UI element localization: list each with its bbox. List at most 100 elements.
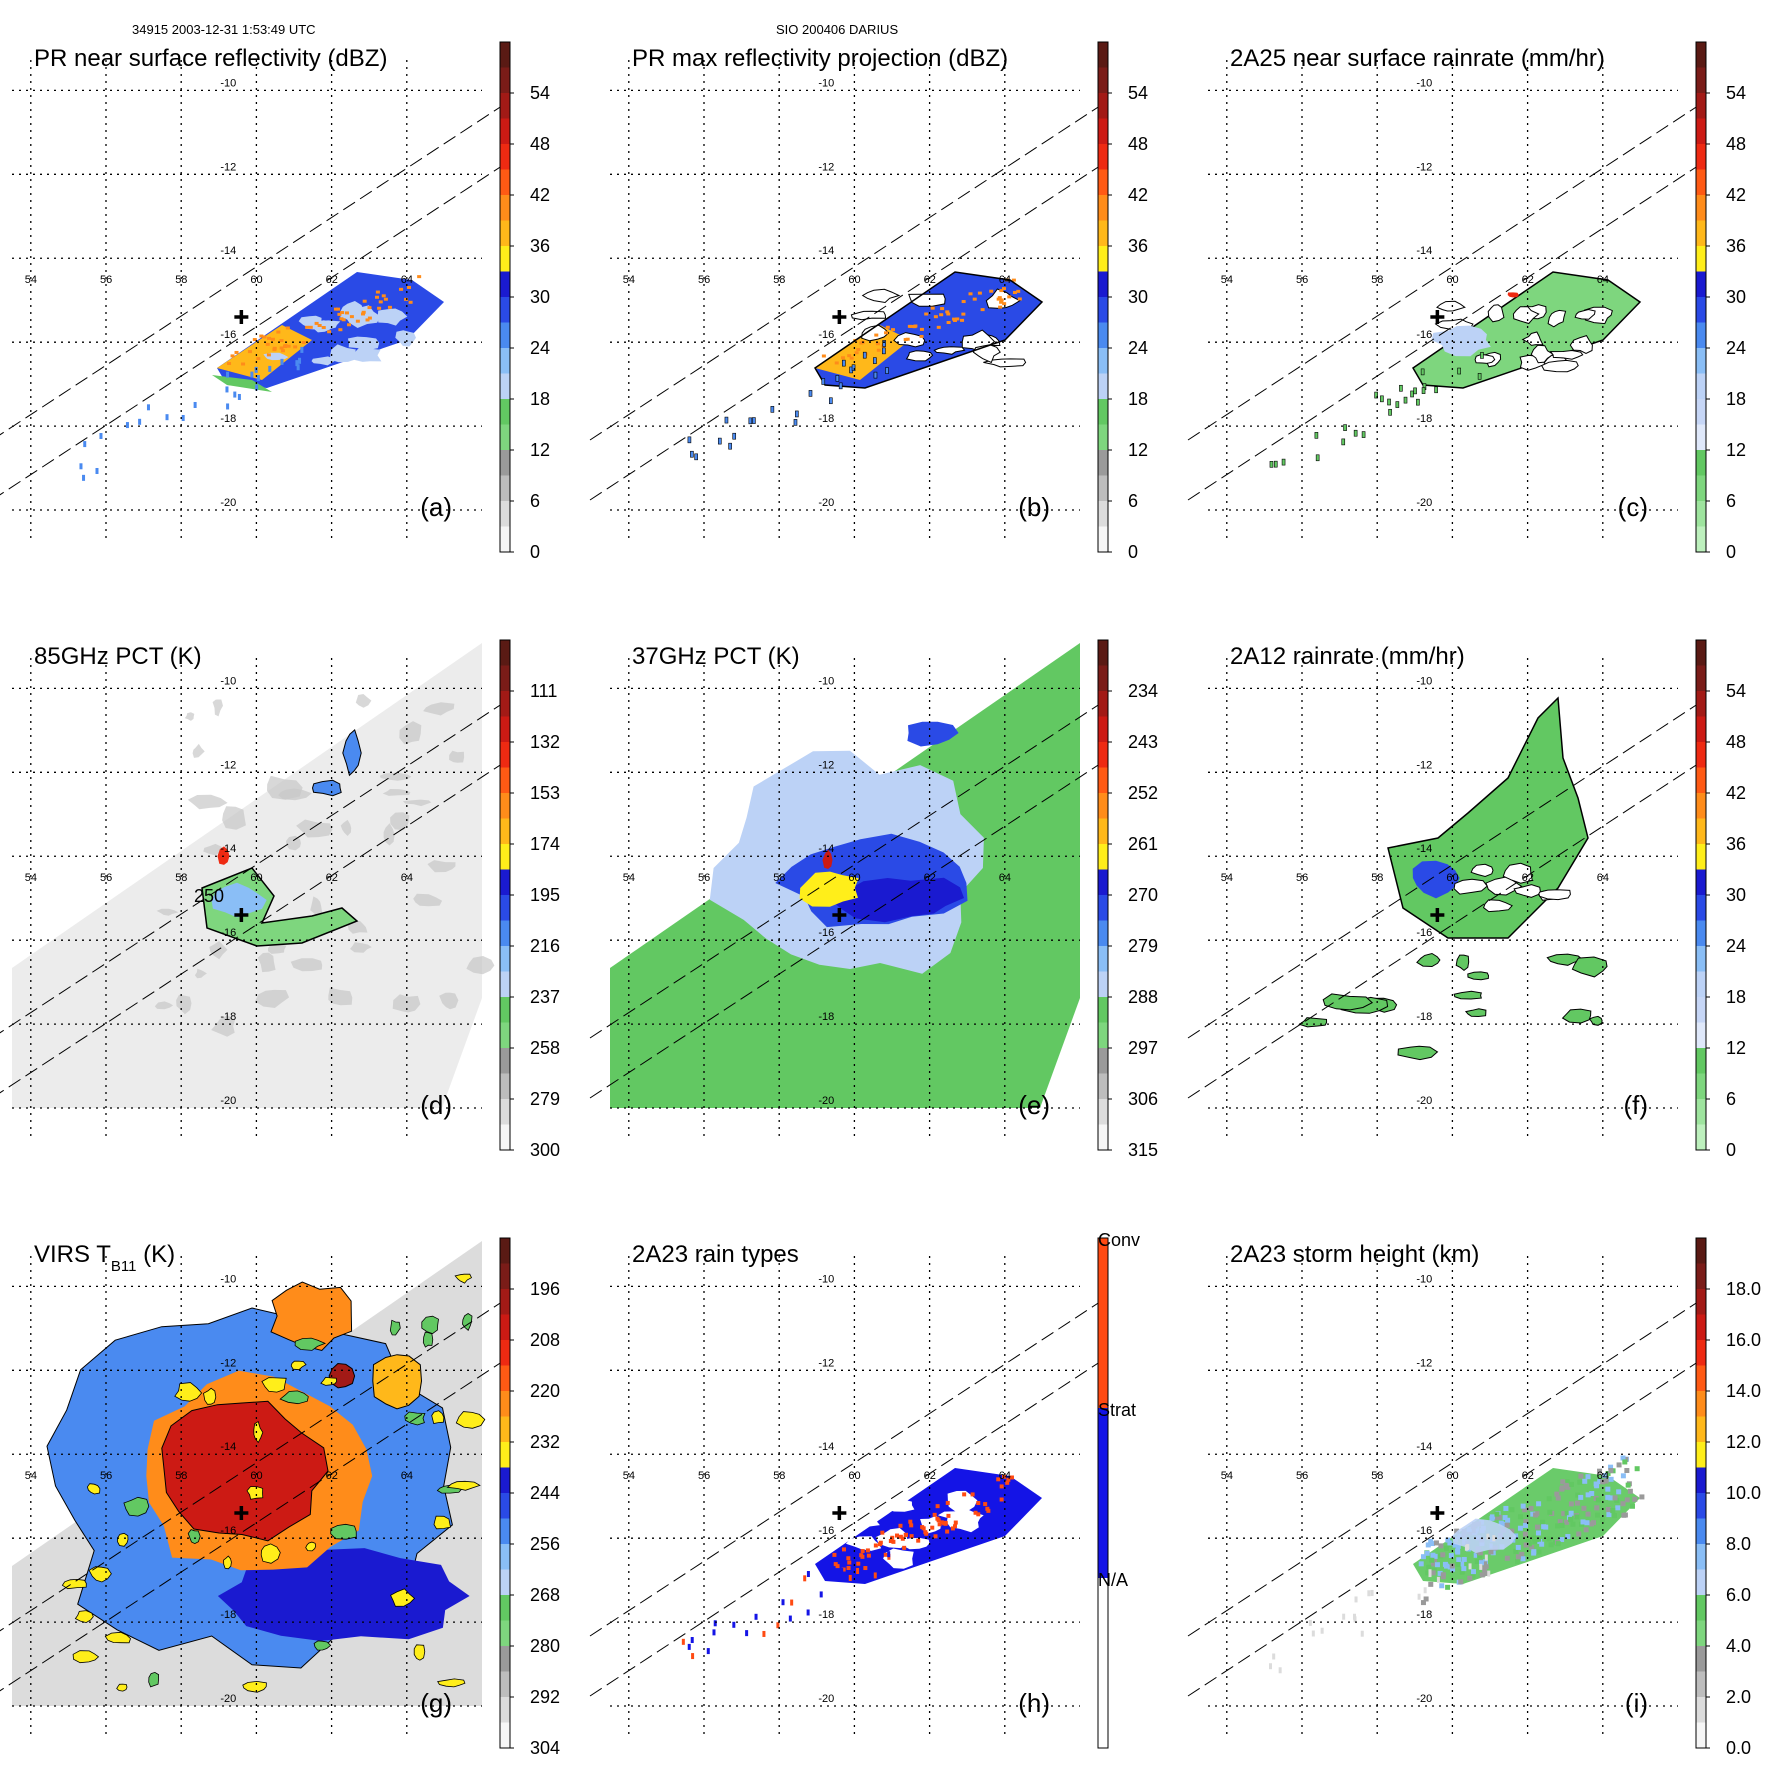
refl-pixel	[381, 294, 386, 298]
echo-speck	[1388, 408, 1392, 416]
colorbar-segment	[500, 640, 510, 666]
panel-title: 37GHz PCT (K)	[632, 643, 800, 670]
height-pixel	[1430, 1570, 1436, 1576]
panel-label: (h)	[1018, 1688, 1050, 1718]
colorbar: 18.0 16.0 14.0 12.0 10.0 8.0 6.0 4.0 2.0 0.0	[1695, 1237, 1761, 1758]
cloud-fragment	[313, 1640, 332, 1651]
colorbar-tick-label: 18	[1726, 389, 1746, 409]
lat-tick-label: -18	[220, 413, 236, 425]
cloud-fragment	[253, 1420, 264, 1444]
swath-edge-line	[589, 1301, 1101, 1637]
ice-scatter	[184, 712, 195, 721]
swath-edge-line	[1187, 703, 1699, 1039]
height-pixel	[1546, 1536, 1552, 1542]
swath-edge-line	[0, 165, 503, 496]
panel-content	[12, 1241, 486, 1706]
refl-pixel	[408, 300, 413, 304]
height-pixel	[1535, 1524, 1541, 1530]
refl-pixel	[1016, 289, 1021, 293]
echo-speck	[1477, 373, 1482, 380]
echo-speck	[1281, 458, 1286, 466]
colorbar-tick-label: 270	[1128, 885, 1158, 905]
refl-pixel	[999, 298, 1004, 302]
ice-scatter	[192, 743, 205, 758]
height-pixel	[1459, 1569, 1465, 1575]
echo-speck	[745, 1630, 749, 1637]
colorbar-tick-label: 10.0	[1726, 1483, 1761, 1503]
lon-tick-label: 60	[250, 872, 262, 884]
refl-pixel	[259, 334, 264, 338]
echo-speck	[233, 391, 237, 398]
height-pixel	[1603, 1478, 1609, 1484]
panel-title: 2A23 rain types	[632, 1241, 799, 1268]
echo-speck	[1380, 395, 1384, 403]
conv-pixel	[863, 1566, 868, 1571]
conv-pixel	[909, 1523, 914, 1528]
height-pixel	[1639, 1494, 1645, 1500]
lon-tick-label: 64	[1597, 872, 1609, 884]
lon-tick-label: 56	[1296, 872, 1308, 884]
colorbar-segment	[500, 1238, 510, 1264]
refl-pixel	[362, 299, 367, 303]
height-pixel	[1555, 1495, 1561, 1501]
height-pixel	[1489, 1514, 1495, 1520]
refl-pixel	[285, 326, 290, 330]
height-pixel	[1515, 1544, 1521, 1550]
lat-tick-label: -16	[1416, 1525, 1432, 1537]
refl-pixel	[874, 333, 879, 337]
conv-pixel	[952, 1524, 957, 1529]
colorbar-tick-label: 234	[1128, 681, 1158, 701]
height-pixel	[1455, 1562, 1461, 1568]
lon-tick-label: 62	[924, 274, 936, 286]
lon-tick-label: 54	[623, 1470, 635, 1482]
height-pixel	[1554, 1491, 1560, 1497]
conv-pixel	[953, 1520, 958, 1525]
colorbar-segment	[500, 1340, 510, 1366]
lat-tick-label: -16	[220, 329, 236, 341]
echo-speck	[806, 1609, 810, 1616]
colorbar-segment	[1696, 271, 1706, 298]
cloud-fragment	[413, 1644, 426, 1661]
refl-pixel	[270, 337, 275, 341]
echo-speck	[713, 1620, 717, 1627]
colorbar-segment	[500, 195, 510, 221]
outer-rain-cell	[1571, 956, 1608, 978]
refl-hole	[347, 336, 380, 351]
eyewall-core	[211, 882, 267, 918]
refl-pixel	[903, 338, 908, 342]
height-pixel	[1536, 1530, 1542, 1536]
lon-tick-label: 54	[25, 872, 37, 884]
height-pixel	[1529, 1544, 1535, 1550]
refl-hole	[905, 350, 934, 362]
conv-pixel	[970, 1492, 975, 1497]
colorbar-segment	[1696, 1442, 1706, 1468]
refl-pixel	[283, 344, 288, 348]
ice-scatter	[211, 1015, 236, 1037]
echo-speck	[838, 382, 843, 390]
panel-title-unit: (K)	[137, 1241, 176, 1268]
conv-pixel	[946, 1513, 951, 1518]
height-pixel	[1434, 1562, 1440, 1568]
refl-pixel	[821, 354, 826, 358]
cloud-fragment	[187, 1529, 201, 1545]
swath-edge-line	[0, 1361, 503, 1692]
panel-title: VIRS TB11 (K)	[34, 1241, 175, 1275]
colorbar-tick-label: 292	[530, 1687, 560, 1707]
height-pixel	[1494, 1511, 1500, 1517]
conv-pixel	[983, 1502, 988, 1507]
outer-rain-cell	[1467, 971, 1490, 981]
cloud-fragment	[74, 1610, 94, 1624]
refl-pixel	[336, 307, 341, 311]
refl-pixel	[968, 292, 973, 296]
height-pixel	[1540, 1519, 1546, 1525]
echo-speck	[1341, 438, 1346, 446]
echo-speck	[841, 359, 846, 367]
colorbar-segment	[1696, 1365, 1706, 1392]
colorbar: 54 48 42 36 30 24 18 12 6 0	[1097, 41, 1148, 562]
refl-pixel	[961, 312, 966, 316]
colorbar-segment	[1696, 1518, 1706, 1545]
echo-speck	[687, 436, 692, 444]
colorbar-segment	[1098, 1124, 1108, 1151]
height-pixel	[1632, 1496, 1638, 1502]
